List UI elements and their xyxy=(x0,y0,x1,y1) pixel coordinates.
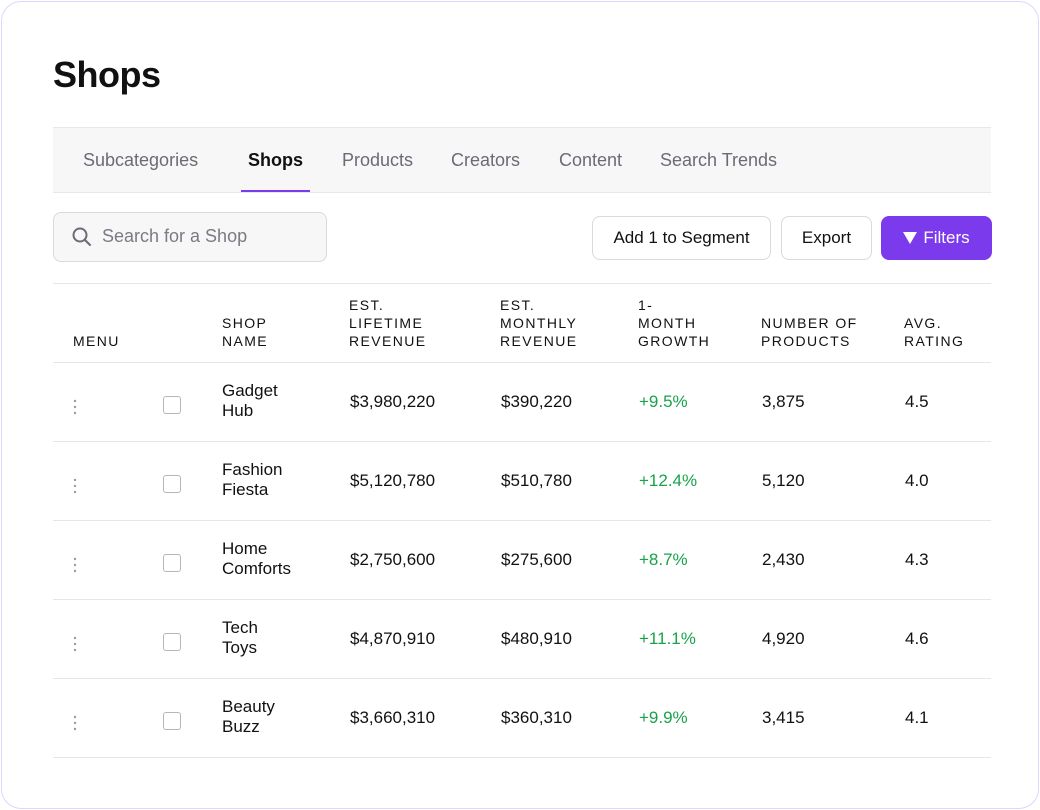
table-cell: $390,220 xyxy=(501,392,572,411)
table-cell: 2,430 xyxy=(762,550,805,569)
table-cell: $3,980,220 xyxy=(350,392,436,411)
button[interactable]: Filters xyxy=(881,216,992,260)
button-label: Export xyxy=(801,228,852,247)
table-cell: $275,600 xyxy=(501,550,572,569)
row-menu[interactable] xyxy=(73,399,77,420)
table-cell: 3,875 xyxy=(762,392,805,411)
menu-icon xyxy=(73,557,77,573)
table-cell: 4.5 xyxy=(905,392,929,411)
menu-icon xyxy=(73,715,77,731)
column-header: EST. LIFETIME REVENUE xyxy=(349,297,427,349)
tab[interactable]: Creators xyxy=(451,150,521,170)
row-menu[interactable] xyxy=(73,715,77,736)
menu-icon xyxy=(73,636,77,652)
table-cell: 4.1 xyxy=(905,708,929,727)
table-cell: 4.6 xyxy=(905,629,929,648)
table-cell: $3,660,310 xyxy=(350,708,436,727)
column-header: 1-MONTH GROWTH xyxy=(638,297,711,349)
search-placeholder: Search for a Shop xyxy=(102,226,248,246)
table-cell: 4.0 xyxy=(905,471,929,490)
tab-bar: Subcategories Shops Products Creators Conten… xyxy=(53,127,991,193)
search-icon xyxy=(72,227,91,246)
shop-name: Fashion Fiesta xyxy=(222,460,283,499)
filter-icon xyxy=(903,232,918,244)
table-row: Gadget Hub $3,980,220 $390,220 +9.5% 3,875 4.… xyxy=(2,362,1038,441)
divider xyxy=(53,678,991,679)
shop-name: Gadget Hub xyxy=(222,381,278,420)
tab[interactable]: Products xyxy=(342,150,414,170)
table-row: Beauty Buzz $3,660,310 $360,310 +9.9% 3,415 4… xyxy=(2,678,1038,757)
table-cell: $480,910 xyxy=(501,629,572,648)
table-cell: $360,310 xyxy=(501,708,572,727)
table-row: Tech Toys $4,870,910 $480,910 +11.1% 4,920 4.… xyxy=(2,599,1038,678)
table-cell: 3,415 xyxy=(762,708,805,727)
button-label: Add 1 to Segment xyxy=(613,228,750,247)
divider xyxy=(53,441,991,442)
divider xyxy=(53,362,991,363)
header-row: MENU SHOP NAME EST. LIFETIME REVENUE EST. M… xyxy=(2,283,1038,350)
table-cell: $2,750,600 xyxy=(350,550,436,569)
column-header: MENU xyxy=(73,333,120,349)
row-checkbox[interactable] xyxy=(163,712,181,730)
tab[interactable]: Shops xyxy=(241,128,311,192)
divider xyxy=(53,599,991,600)
row-checkbox[interactable] xyxy=(163,554,181,572)
tab[interactable]: Content xyxy=(559,150,623,170)
table-cell: $5,120,780 xyxy=(350,471,436,490)
row-menu[interactable] xyxy=(73,478,77,499)
button[interactable]: Export xyxy=(781,216,872,260)
shop-name: Beauty Buzz xyxy=(222,697,275,736)
table-cell: +9.9% xyxy=(639,708,688,727)
table-cell: +12.4% xyxy=(639,471,698,490)
table-row: Home Comforts $2,750,600 $275,600 +8.7% 2,43… xyxy=(2,520,1038,599)
table-cell: 4.3 xyxy=(905,550,929,569)
divider xyxy=(53,757,991,758)
button-label: Filters xyxy=(923,228,970,247)
table-row: Fashion Fiesta $5,120,780 $510,780 +12.4% 5,… xyxy=(2,441,1038,520)
divider xyxy=(53,283,991,284)
shop-name: Tech Toys xyxy=(222,618,258,657)
menu-icon xyxy=(73,478,77,494)
table-cell: $4,870,910 xyxy=(350,629,436,648)
column-header: NUMBER OF PRODUCTS xyxy=(761,315,858,349)
tab[interactable]: Subcategories xyxy=(83,150,199,170)
table-cell: 5,120 xyxy=(762,471,805,490)
table-cell: +11.1% xyxy=(639,629,696,648)
search-box[interactable]: Search for a Shop xyxy=(53,212,327,262)
table-cell: +9.5% xyxy=(639,392,688,411)
shop-name: Home Comforts xyxy=(222,539,291,578)
menu-icon xyxy=(73,399,77,415)
row-menu[interactable] xyxy=(73,636,77,657)
row-checkbox[interactable] xyxy=(163,396,181,414)
column-header: SHOP NAME xyxy=(222,315,269,349)
table-cell: +8.7% xyxy=(639,550,688,569)
page-title: Shops xyxy=(53,54,161,95)
tab[interactable]: Search Trends xyxy=(660,150,778,170)
button[interactable]: Add 1 to Segment xyxy=(592,216,771,260)
table-cell: $510,780 xyxy=(501,471,572,490)
row-checkbox[interactable] xyxy=(163,475,181,493)
divider xyxy=(53,520,991,521)
column-header: EST. MONTHLY REVENUE xyxy=(500,297,578,349)
table-cell: 4,920 xyxy=(762,629,805,648)
column-header: AVG. RATING xyxy=(904,315,965,349)
row-menu[interactable] xyxy=(73,557,77,578)
row-checkbox[interactable] xyxy=(163,633,181,651)
